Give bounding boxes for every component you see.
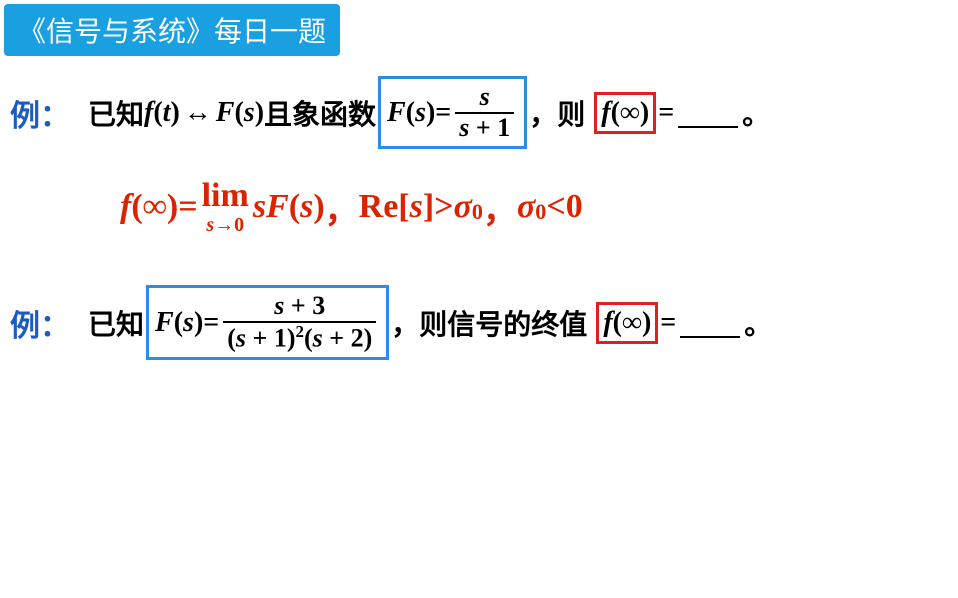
ex1-F2: F [387, 97, 406, 129]
ex1-arrow: ↔ [184, 97, 212, 129]
cf-sub0b: 0 [535, 199, 546, 225]
cf-sigma2: σ [517, 188, 535, 226]
ex2-num-a: s [274, 291, 284, 320]
ex1-blank [678, 98, 738, 128]
header-title: 《信号与系统》每日一题 [18, 16, 326, 47]
example-2-label: 例： [10, 301, 70, 345]
example-2-math: 已知 F(s) = s + 3 (s + 1)2(s + 2) ， 则信号的终值… [88, 285, 772, 360]
example-1-math: 已知 f(t) ↔ F(s) 且象函数 F(s) = s s + 1 ， 则 f… [88, 76, 770, 149]
ex2-finf-arg: ∞ [622, 307, 642, 339]
center-formula: f(∞) = lim s→0 sF(s) ， Re[s] > σ0 ， σ0 <… [120, 179, 948, 235]
ex2-den-b2: 2 [351, 323, 364, 352]
ex2-period: 。 [744, 303, 772, 343]
ex1-period: 。 [742, 93, 770, 133]
ex2-num-b: 3 [312, 291, 325, 320]
ex2-F: F [155, 307, 174, 339]
ex1-den-plus: + [469, 113, 497, 142]
ex2-red-box: f(∞) [596, 302, 658, 344]
cf-f: f [120, 188, 131, 226]
ex2-den-p1: + [246, 323, 274, 352]
ex2-s: s [183, 307, 194, 339]
ex1-mid: 且象函数 [264, 93, 376, 133]
page-header: 《信号与系统》每日一题 [4, 4, 340, 56]
ex2-den-b1: 1 [274, 323, 287, 352]
ex1-den-a: s [459, 113, 469, 142]
ex1-then: 则 [557, 93, 585, 133]
cf-lim-s: s [206, 214, 214, 236]
ex1-den-b: 1 [497, 113, 510, 142]
content-area: 例： 已知 f(t) ↔ F(s) 且象函数 F(s) = s s + 1 ， … [0, 56, 958, 390]
ex2-comma: ， [391, 303, 419, 343]
cf-lim-0: 0 [234, 214, 244, 236]
ex1-num: s [480, 82, 490, 111]
ex2-num-plus: + [284, 291, 312, 320]
ex2-den-exp: 2 [296, 322, 304, 341]
cf-lt: < [546, 188, 565, 226]
ex1-F1: F [216, 97, 235, 129]
cf-eq: = [178, 188, 197, 226]
ex1-eq2: = [658, 97, 674, 129]
ex1-pre: 已知 [88, 93, 144, 133]
ex2-pre: 已知 [88, 303, 144, 343]
ex1-s2: s [415, 97, 426, 129]
ex1-f: f [144, 97, 153, 129]
example-1-label: 例： [10, 91, 70, 135]
cf-sarg: s [300, 188, 313, 226]
ex2-den-p2: + [323, 323, 351, 352]
ex2-fraction: s + 3 (s + 1)2(s + 2) [223, 292, 376, 353]
cf-c1: ， [325, 183, 359, 232]
ex2-blank [680, 308, 740, 338]
ex1-red-box: f(∞) [594, 92, 656, 134]
example-1-row: 例： 已知 f(t) ↔ F(s) 且象函数 F(s) = s s + 1 ， … [10, 76, 948, 149]
example-2-row: 例： 已知 F(s) = s + 3 (s + 1)2(s + 2) ， 则信号… [10, 285, 948, 360]
ex2-den-a1: s [236, 323, 246, 352]
ex2-then: 则信号的终值 [419, 303, 587, 343]
cf-sF: sF [253, 188, 289, 226]
cf-lim-to: → [214, 214, 234, 236]
cf-sb: s [410, 188, 423, 226]
ex1-finf-arg: ∞ [620, 97, 640, 129]
ex1-comma: ， [529, 93, 557, 133]
cf-lim: lim s→0 [202, 179, 249, 235]
ex2-eq2: = [660, 307, 676, 339]
cf-c2: ， [483, 183, 517, 232]
cf-sub0a: 0 [472, 199, 483, 225]
ex1-finf-f: f [601, 97, 610, 129]
cf-inf: ∞ [143, 188, 167, 226]
cf-Re: Re [359, 188, 399, 226]
ex1-t: t [163, 97, 171, 129]
cf-gt: > [434, 188, 453, 226]
ex1-blue-box: F(s) = s s + 1 [378, 76, 527, 149]
ex2-blue-box: F(s) = s + 3 (s + 1)2(s + 2) [146, 285, 389, 360]
ex1-eq: = [435, 97, 451, 129]
cf-zero2: 0 [566, 188, 583, 226]
cf-sigma1: σ [454, 188, 472, 226]
cf-lim-top: lim [202, 179, 249, 213]
ex2-eq: = [203, 307, 219, 339]
ex2-finf-f: f [603, 307, 612, 339]
ex1-s1: s [244, 97, 255, 129]
ex2-den-a2: s [313, 323, 323, 352]
ex1-fraction: s s + 1 [455, 83, 514, 142]
